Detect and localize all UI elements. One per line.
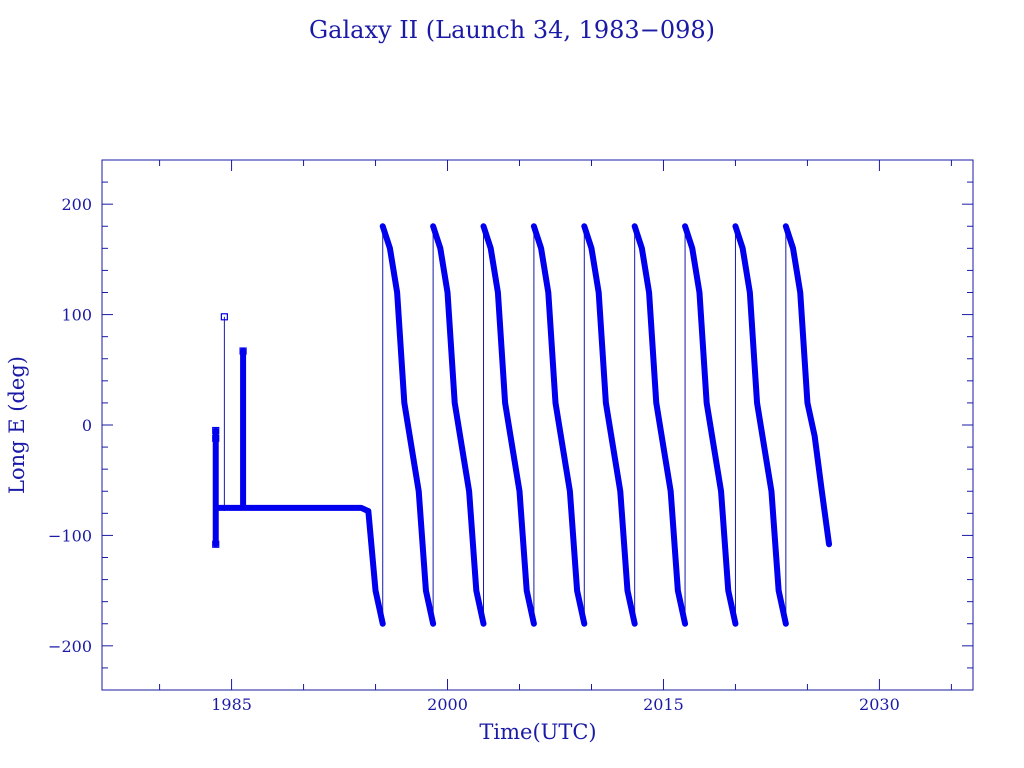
x-tick-label-2030: 2030: [859, 695, 900, 714]
axis-ticks: 1985 2000 2015 2030 200 100 0 −100 −200: [48, 160, 973, 714]
data-trace-segment-6: [581, 223, 638, 627]
x-tick-label-1985: 1985: [211, 695, 252, 714]
data-point-marker-3: [220, 313, 228, 321]
data-trace-segment-0: [212, 427, 228, 548]
data-trace-segment-3: [430, 223, 487, 627]
y-tick-label-0: 0: [82, 416, 92, 435]
y-axis-label: Long E (deg): [5, 356, 29, 494]
data-point-marker-2: [212, 434, 220, 442]
chart-title: Galaxy II (Launch 34, 1983−098): [309, 16, 715, 44]
y-tick-label-100: 100: [61, 306, 92, 325]
data-point-marker-0: [212, 540, 220, 548]
series-layer: [212, 223, 833, 627]
data-point-marker-1: [212, 426, 220, 435]
x-tick-label-2015: 2015: [643, 695, 684, 714]
y-tick-label--100: −100: [48, 526, 92, 545]
y-tick-label--200: −200: [48, 637, 92, 656]
x-axis-label: Time(UTC): [479, 720, 596, 744]
data-trace-segment-5: [530, 223, 588, 627]
data-trace-segment-2: [379, 223, 437, 627]
data-point-marker-4: [239, 347, 247, 355]
data-trace-segment-8: [682, 223, 739, 627]
x-tick-label-2000: 2000: [427, 695, 468, 714]
data-trace-segment-9: [732, 223, 789, 627]
data-trace-segment-1: [221, 348, 386, 627]
data-trace-segment-7: [631, 223, 689, 627]
y-tick-label-200: 200: [61, 195, 92, 214]
data-trace-segment-4: [480, 223, 537, 627]
data-trace-segment-10: [782, 223, 833, 548]
